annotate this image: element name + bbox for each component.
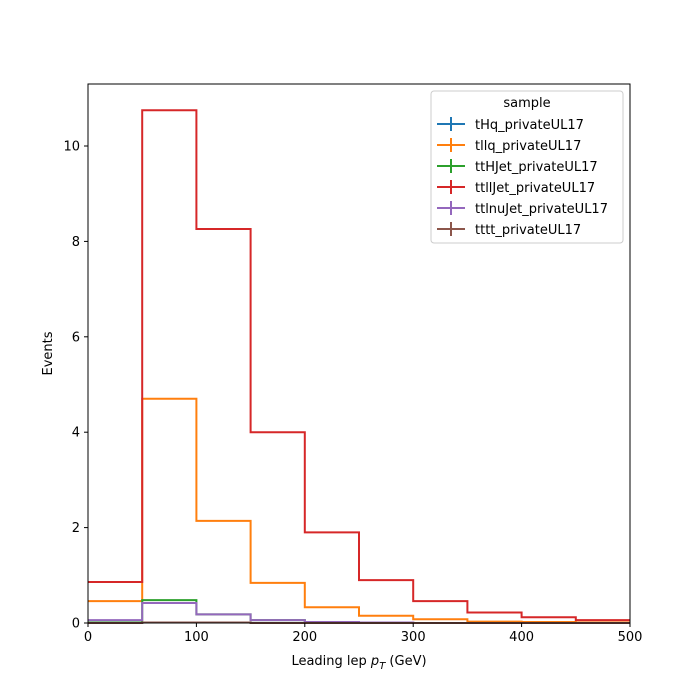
legend-label: tllq_privateUL17 [475,139,581,154]
x-tick-label: 300 [401,630,426,645]
legend-entry-ttlnuJet_privateUL17: ttlnuJet_privateUL17 [437,201,608,217]
legend-entry-ttHJet_privateUL17: ttHJet_privateUL17 [437,159,598,175]
y-axis-label: Events [41,331,56,375]
y-tick-label: 0 [72,617,80,632]
legend-entry-tttt_privateUL17: tttt_privateUL17 [437,222,581,238]
legend-entry-tHq_privateUL17: tHq_privateUL17 [437,117,584,133]
legend-label: ttHJet_privateUL17 [475,160,598,175]
x-tick-label: 400 [509,630,534,645]
series-line-tllq_privateUL17 [88,397,630,624]
legend-label: ttlnuJet_privateUL17 [475,202,608,217]
y-tick-label: 10 [63,140,80,155]
legend-entry-ttllJet_privateUL17: ttllJet_privateUL17 [437,180,595,196]
x-axis-label: Leading lep pT (GeV) [291,654,426,672]
series-line-ttllJet_privateUL17 [88,109,630,622]
y-tick-label: 4 [72,426,80,441]
x-tick-label: 500 [618,630,643,645]
legend: sample tHq_privateUL17 tllq_privateUL17 ttH… [430,90,624,244]
y-axis-ticks: 0 2 4 6 8 10 [63,140,88,632]
x-tick-label: 200 [292,630,317,645]
x-tick-label: 100 [184,630,209,645]
legend-title: sample [503,96,550,111]
legend-entry-tllq_privateUL17: tllq_privateUL17 [437,138,581,154]
y-tick-label: 6 [72,330,80,345]
x-axis-ticks: 0 100 200 300 400 500 [84,623,643,645]
axes-frame [87,83,631,624]
legend-label: tHq_privateUL17 [475,118,584,133]
legend-label: ttllJet_privateUL17 [475,181,595,196]
x-tick-label: 0 [84,630,92,645]
legend-box [430,90,624,244]
y-tick-label: 8 [72,235,80,250]
y-tick-label: 2 [72,521,80,536]
legend-label: tttt_privateUL17 [475,223,581,238]
